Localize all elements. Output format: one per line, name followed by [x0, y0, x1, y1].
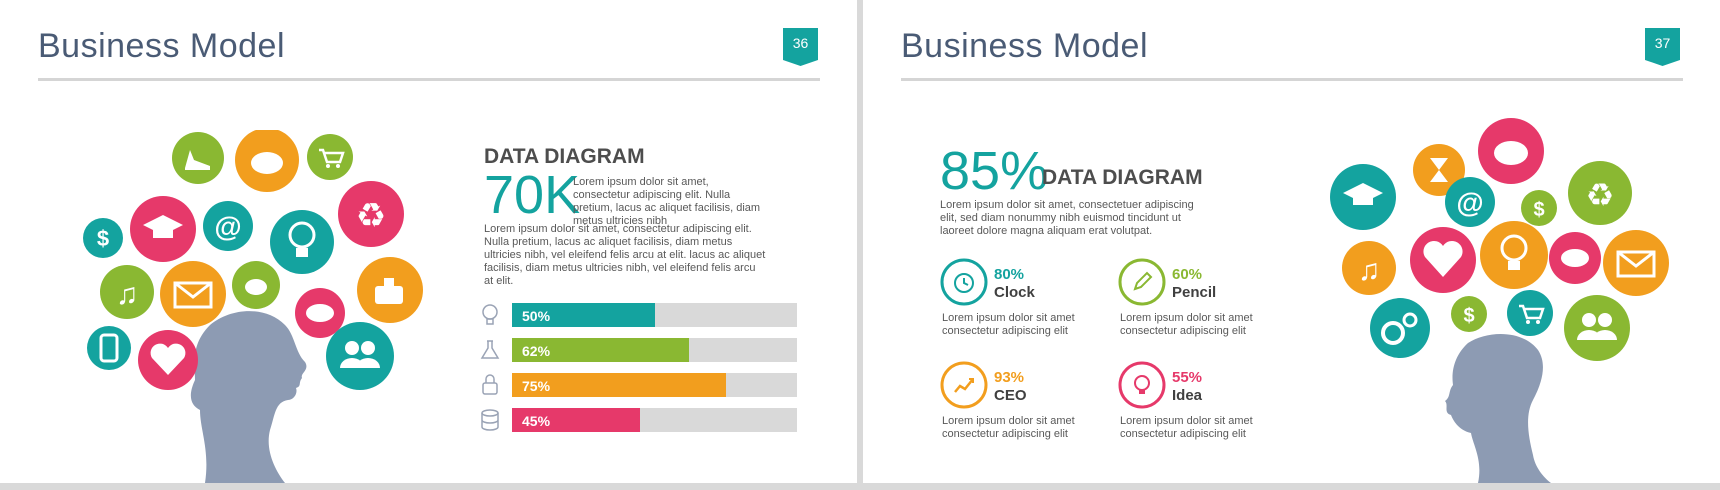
progress-bar-label: 62%: [522, 343, 551, 359]
data-diagram-heading: DATA DIAGRAM: [1042, 166, 1203, 189]
heart-icon: [1410, 227, 1476, 293]
stat-description: Lorem ipsum dolor sit amet consectetur a…: [942, 312, 1075, 337]
growth-chart-icon: [940, 361, 988, 409]
music-icon: ♫: [1342, 241, 1396, 295]
progress-bar-fill: [512, 338, 689, 362]
head-bubbles-illustration: $ @ ♻ ♫: [83, 130, 423, 483]
graduation-cap-icon: [130, 196, 196, 262]
stat-name: Clock: [994, 284, 1035, 301]
lightbulb-icon: [1480, 221, 1548, 289]
recycle-icon: ♻: [1568, 161, 1632, 225]
stat-item: 55% Idea Lorem ipsum dolor sit amet consec…: [1118, 361, 1428, 441]
stat-description: Lorem ipsum dolor sit amet consectetur a…: [942, 415, 1075, 440]
chat-icon: [295, 288, 345, 338]
chat-icon: [1549, 232, 1601, 284]
slide-title: Business Model: [901, 27, 1149, 65]
mail-icon: [1603, 230, 1669, 296]
svg-text:♻: ♻: [356, 197, 386, 235]
stat-item: 60% Pencil Lorem ipsum dolor sit amet cons…: [1118, 258, 1428, 338]
stat-percent: 93%: [994, 369, 1025, 386]
stat-item: 80% Clock Lorem ipsum dolor sit amet conse…: [940, 258, 1250, 338]
progress-bar-label: 75%: [522, 378, 551, 394]
at-icon: @: [203, 201, 253, 251]
heart-icon: [138, 330, 198, 390]
head-bubbles-illustration: @ $ ♻ ♫ $: [1330, 118, 1669, 483]
people-icon: [1564, 295, 1630, 361]
flask-icon: [480, 340, 500, 359]
phone-icon: [87, 326, 131, 370]
progress-bar-fill: [512, 303, 655, 327]
stat-percent: 60%: [1172, 266, 1203, 283]
svg-text:@: @: [214, 211, 241, 242]
stat-item: 93% CEO Lorem ipsum dolor sit amet consect…: [940, 361, 1250, 441]
svg-text:♫: ♫: [1358, 254, 1381, 287]
lightbulb-icon: [482, 304, 498, 325]
slide-37: Business Model 37 85% DATA DIAGRAM Lorem…: [863, 0, 1720, 483]
progress-bar-row: 45%: [478, 408, 800, 432]
lightbulb-icon: [270, 210, 334, 274]
hourglass-icon: [1413, 144, 1465, 196]
svg-text:♫: ♫: [116, 278, 139, 311]
body-text: Lorem ipsum dolor sit amet, consectetur …: [484, 223, 766, 287]
alarm-clock-icon: [940, 258, 988, 306]
pencil-icon: [1118, 258, 1166, 306]
head-silhouette: [1445, 333, 1551, 483]
progress-bar-fill: [512, 408, 641, 432]
dollar-icon: $: [1521, 190, 1557, 226]
stat-percent: 80%: [994, 266, 1025, 283]
cart-icon: [307, 134, 353, 180]
intro-text: Lorem ipsum dolor sit amet, consectetur …: [573, 176, 761, 227]
cart-icon: [1507, 290, 1553, 336]
stat-name: Pencil: [1172, 284, 1217, 301]
page-number-badge: 37: [1645, 28, 1680, 66]
stat-percent: 55%: [1172, 369, 1203, 386]
progress-bar-fill: [512, 373, 726, 397]
gears-icon: [1370, 298, 1430, 358]
perfume-icon: [357, 257, 423, 323]
slide-36: Business Model 36 $ @ ♻ ♫ DATA DIAGRAM 7…: [0, 0, 857, 483]
progress-bar-label: 45%: [522, 413, 551, 429]
title-divider: [38, 78, 820, 81]
dollar-icon: $: [1451, 296, 1487, 332]
stat-name: CEO: [994, 387, 1027, 404]
stat-name: Idea: [1172, 387, 1203, 404]
title-divider: [901, 78, 1683, 81]
big-percent: 85%: [940, 141, 1049, 201]
progress-bar-row: 75%: [478, 373, 800, 397]
page-number-badge: 36: [783, 28, 818, 66]
at-icon: @: [1445, 177, 1495, 227]
svg-text:$: $: [97, 226, 109, 251]
dollar-icon: $: [83, 218, 123, 258]
piggy-bank-icon: [235, 130, 299, 192]
progress-bar-row: 50%: [478, 303, 800, 327]
progress-bar-row: 62%: [478, 338, 800, 362]
head-silhouette: [190, 311, 307, 483]
svg-text:♻: ♻: [1586, 177, 1615, 213]
big-number: 70K: [484, 165, 581, 225]
intro-text: Lorem ipsum dolor sit amet, consectetuer…: [940, 199, 1194, 237]
database-icon: [481, 409, 499, 431]
stat-description: Lorem ipsum dolor sit amet consectetur a…: [1120, 415, 1253, 440]
svg-text:@: @: [1456, 187, 1483, 218]
music-icon: ♫: [100, 265, 154, 319]
slide-title: Business Model: [38, 27, 286, 65]
shoe-icon: [172, 132, 224, 184]
piggy-bank-icon: [1478, 118, 1544, 184]
stat-description: Lorem ipsum dolor sit amet consectetur a…: [1120, 312, 1253, 337]
idea-icon: [1118, 361, 1166, 409]
progress-bar-label: 50%: [522, 308, 551, 324]
svg-text:$: $: [1533, 199, 1544, 221]
mail-icon: [160, 261, 226, 327]
data-diagram-heading: DATA DIAGRAM: [484, 145, 645, 168]
graduation-cap-icon: [1330, 164, 1396, 230]
people-icon: [326, 322, 394, 390]
lock-icon: [482, 374, 498, 395]
bird-icon: [232, 261, 280, 309]
recycle-icon: ♻: [338, 181, 404, 247]
svg-text:$: $: [1463, 305, 1474, 327]
